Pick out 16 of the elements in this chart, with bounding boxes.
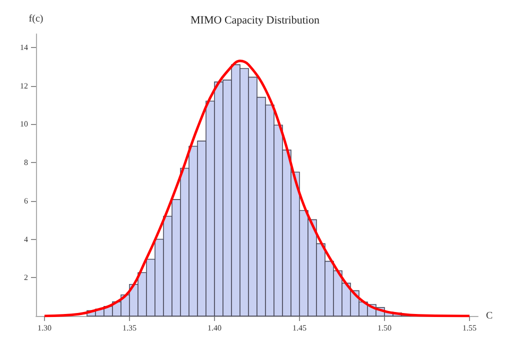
y-tick-label: 12 — [20, 81, 28, 90]
x-tick-label: 1.30 — [38, 324, 52, 332]
y-tick-label: 14 — [20, 42, 28, 52]
y-axis-title: f(c) — [28, 14, 44, 24]
y-tick-label: 8 — [24, 158, 28, 168]
x-axis-title: C — [486, 310, 493, 322]
x-tick-label: 1.55 — [462, 324, 476, 332]
y-tick-label: 6 — [24, 196, 28, 206]
x-tick-label: 1.40 — [208, 324, 222, 332]
x-tick-label: 1.50 — [378, 324, 392, 332]
x-tick-label: 1.35 — [122, 324, 136, 332]
y-tick-label: 10 — [20, 120, 28, 129]
x-tick-label: 1.45 — [292, 324, 306, 332]
y-tick-label: 4 — [24, 234, 28, 244]
y-tick-label: 2 — [24, 273, 28, 282]
chart-title: MIMO Capacity Distribution — [190, 14, 320, 26]
